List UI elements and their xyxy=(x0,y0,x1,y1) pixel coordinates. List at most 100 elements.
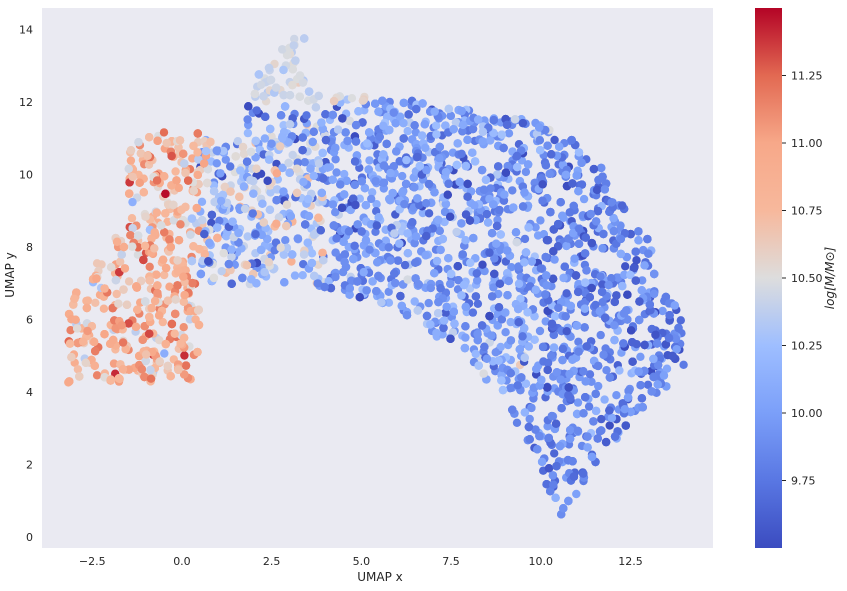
data-point xyxy=(134,138,143,147)
data-point xyxy=(632,256,641,265)
data-point xyxy=(292,188,302,198)
data-point xyxy=(513,381,522,390)
data-point xyxy=(351,137,361,146)
data-point xyxy=(537,375,546,385)
data-point xyxy=(558,344,568,353)
data-point xyxy=(174,236,184,245)
data-point xyxy=(279,250,289,259)
data-point xyxy=(212,159,221,168)
data-point xyxy=(300,34,309,43)
data-point xyxy=(536,264,545,273)
data-point xyxy=(173,256,182,265)
data-point xyxy=(139,188,148,197)
data-point xyxy=(473,276,482,285)
data-point xyxy=(136,276,146,286)
data-point xyxy=(350,180,359,189)
data-point xyxy=(520,234,530,244)
data-point xyxy=(152,176,162,185)
data-point xyxy=(439,323,448,333)
data-point xyxy=(487,229,497,238)
data-point xyxy=(628,338,637,347)
data-point xyxy=(353,277,362,286)
data-point xyxy=(593,206,603,216)
data-point xyxy=(275,142,285,151)
data-point xyxy=(558,211,567,220)
data-point xyxy=(544,464,554,473)
data-point xyxy=(288,150,297,160)
data-point xyxy=(244,102,253,111)
data-point xyxy=(432,130,441,139)
data-point xyxy=(501,168,511,177)
data-point xyxy=(124,164,133,173)
data-point xyxy=(266,75,276,85)
data-point xyxy=(573,426,583,436)
data-point xyxy=(371,227,380,236)
data-point xyxy=(436,284,445,293)
data-point xyxy=(160,349,169,358)
data-point xyxy=(594,381,603,391)
data-point xyxy=(521,167,531,177)
data-point xyxy=(601,437,611,447)
data-point xyxy=(543,383,552,392)
data-point xyxy=(601,313,610,322)
data-point xyxy=(141,212,150,221)
data-point xyxy=(121,344,130,354)
data-point xyxy=(91,298,100,307)
data-point xyxy=(396,291,405,301)
data-point xyxy=(354,107,363,116)
data-point xyxy=(597,163,606,173)
data-point xyxy=(640,261,649,270)
data-point xyxy=(91,346,100,356)
data-point xyxy=(153,281,162,290)
data-point xyxy=(557,404,566,413)
data-point xyxy=(665,311,674,320)
data-point xyxy=(379,161,389,170)
data-point xyxy=(569,228,578,238)
data-point xyxy=(600,395,609,404)
data-point xyxy=(520,408,530,417)
data-point xyxy=(298,271,307,280)
data-point xyxy=(215,216,224,225)
data-point xyxy=(472,269,481,278)
data-point xyxy=(128,197,137,207)
data-point xyxy=(124,277,134,286)
data-point xyxy=(92,274,101,283)
data-point xyxy=(555,142,564,151)
data-point xyxy=(287,257,296,266)
data-point xyxy=(679,360,688,369)
data-point xyxy=(340,169,349,179)
data-point xyxy=(494,303,504,312)
data-point xyxy=(554,303,563,312)
data-point xyxy=(453,262,462,271)
data-point xyxy=(636,352,645,361)
data-point xyxy=(521,379,531,388)
data-point xyxy=(135,178,144,187)
data-point xyxy=(261,112,270,122)
data-point xyxy=(415,161,425,171)
data-point xyxy=(159,128,169,137)
data-point xyxy=(247,275,256,284)
data-point xyxy=(351,200,360,210)
data-point xyxy=(473,336,482,345)
data-point xyxy=(565,369,574,379)
data-point xyxy=(512,418,522,427)
data-point xyxy=(152,208,161,217)
data-point xyxy=(302,111,311,120)
data-point xyxy=(618,281,627,291)
data-point xyxy=(117,250,127,259)
data-point xyxy=(197,197,207,206)
data-point xyxy=(541,317,550,326)
data-point xyxy=(300,158,309,167)
data-point xyxy=(530,178,539,188)
data-point xyxy=(119,242,129,252)
data-point xyxy=(550,449,559,458)
data-point xyxy=(556,198,565,207)
data-point xyxy=(471,349,480,359)
data-point xyxy=(549,247,558,256)
data-point xyxy=(473,329,482,339)
data-point xyxy=(124,365,134,374)
data-point xyxy=(542,281,551,290)
data-point xyxy=(591,300,600,310)
data-point xyxy=(549,480,558,489)
